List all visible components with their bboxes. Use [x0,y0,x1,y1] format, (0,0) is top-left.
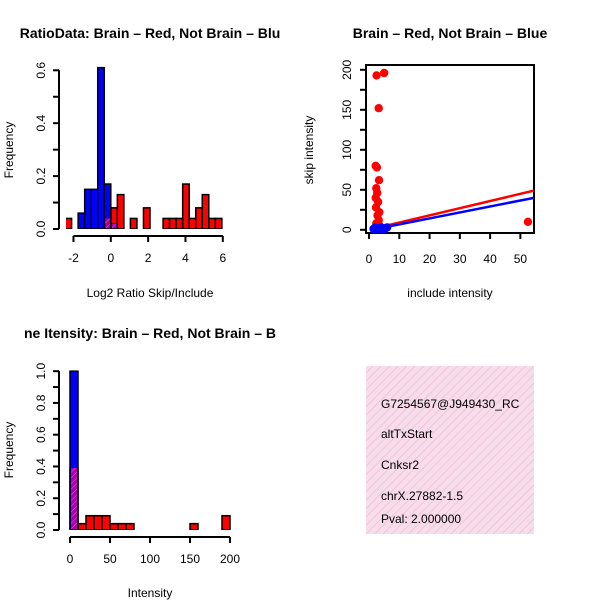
x-tick-label: 2 [145,251,152,265]
y-tick-label: 0.2 [34,167,48,184]
y-tick-label: 0.0 [34,521,48,538]
x-tick-label: 0 [67,552,74,566]
scatter-plot-box [365,64,535,234]
x-tick-label: 6 [219,251,226,265]
y-tick-label: 0.6 [34,62,48,79]
x-tick-label: 10 [393,252,407,266]
y-tick-label: 150 [340,99,354,119]
brain-fit-line [371,189,534,231]
brain-bar [142,207,151,229]
intensity-histogram-panel: ne Itensity: Brain – Red, Not Brain – B … [2,325,276,600]
x-tick-label: 200 [220,552,240,566]
brain-bar [162,217,171,229]
intensity-scatter-marks [369,68,534,233]
x-tick-label: 30 [453,252,467,266]
brain-bar [188,217,197,229]
brain-bar [175,217,184,229]
not-brain-bar [69,370,79,530]
brain-bar [201,193,210,229]
intensity-histogram-title: ne Itensity: Brain – Red, Not Brain – B [24,325,276,341]
not-brain-point [377,224,386,233]
brain-point [379,68,389,78]
y-tick-label: 0.2 [34,490,48,507]
y-tick-label: 50 [340,183,354,197]
brain-bar [214,217,223,229]
y-tick-label: 0.6 [34,426,48,443]
brain-bar [221,514,231,530]
brain-bar [181,183,190,229]
ratio-histogram-ylabel: Frequency [2,122,16,179]
not-brain-bar [77,212,86,229]
y-tick-label: 0.8 [34,394,48,411]
brain-bar [101,514,111,530]
brain-bar [93,514,103,530]
y-tick-label: 1.0 [34,363,48,380]
ratio-histogram-bars [66,66,223,229]
brain-bar [116,193,125,229]
brain-point [374,104,383,113]
brain-bar [77,522,87,530]
intensity-scatter-xlabel: include intensity [407,286,492,300]
overlap-bar [71,468,77,530]
intensity-scatter-title: Brain – Red, Not Brain – Blue [353,25,548,41]
genomic-location-label: chrX.27882-1.5 [381,489,463,503]
y-tick-label: 100 [340,139,354,159]
brain-bar [117,522,127,530]
brain-bar [168,217,177,229]
brain-point [374,176,384,185]
brain-bar [194,207,204,229]
intensity-histogram-bars [69,370,231,530]
brain-bar [85,514,95,530]
not-brain-bar [83,188,92,229]
brain-bar [208,217,217,229]
intensity-histogram-ylabel: Frequency [2,422,16,479]
x-tick-label: 40 [483,252,497,266]
brain-point [372,71,381,80]
brain-bar [129,217,138,229]
x-tick-label: 0 [107,251,114,265]
ratio-histogram-title: RatioData: Brain – Red, Not Brain – Blu [20,25,281,41]
pval-label: Pval: 2.000000 [381,512,461,526]
probe-id-label: G7254567@J949430_RC [381,397,520,411]
brain-bar [66,217,73,229]
gene-name-label: Cnksr2 [381,458,419,472]
x-tick-label: -2 [68,251,79,265]
x-tick-label: 150 [180,552,200,566]
brain-point [372,163,382,172]
x-tick-label: 0 [366,252,373,266]
probe-info-panel: G7254567@J949430_RC altTxStart Cnksr2 ch… [366,366,534,534]
x-tick-label: 100 [140,552,160,566]
event-type-label: altTxStart [381,427,433,441]
overlap-bar [111,223,117,229]
not-brain-bar [90,188,99,229]
y-tick-label: 0 [340,226,354,233]
y-tick-label: 200 [340,59,354,79]
intensity-histogram-axes: 0 50 100 150 200 0.0 0.2 0.4 0.6 0.8 1.0 [34,363,240,566]
intensity-histogram-xlabel: Intensity [128,586,173,600]
ratio-histogram-axes: -2 0 2 4 6 0.0 0.2 0.4 0.6 [34,62,226,265]
intensity-scatter-ylabel: skip intensity [302,116,316,185]
not-brain-bar [96,66,106,229]
ratio-histogram-panel: RatioData: Brain – Red, Not Brain – Blu … [2,25,280,300]
not-brain-bar [103,183,112,229]
brain-point [523,217,533,226]
y-tick-label: 0.0 [34,220,48,237]
brain-bar [189,522,199,530]
probe-info-background [366,366,534,534]
not-brain-fit-line [371,196,534,232]
y-tick-label: 0.4 [34,115,48,132]
intensity-scatter-axes: 0 10 20 30 40 50 0 50 100 150 200 [340,59,527,266]
intensity-scatter-panel: Brain – Red, Not Brain – Blue 0 10 20 30 40 5… [302,25,547,300]
x-tick-label: 50 [103,552,117,566]
brain-bar [125,522,135,530]
overlap-bar [105,218,110,229]
x-tick-label: 4 [182,251,189,265]
x-tick-label: 50 [514,252,528,266]
brain-bar [109,522,119,530]
ratio-histogram-xlabel: Log2 Ratio Skip/Include [87,286,214,300]
not-brain-point [370,224,379,233]
x-tick-label: 20 [423,252,437,266]
y-tick-label: 0.4 [34,458,48,475]
